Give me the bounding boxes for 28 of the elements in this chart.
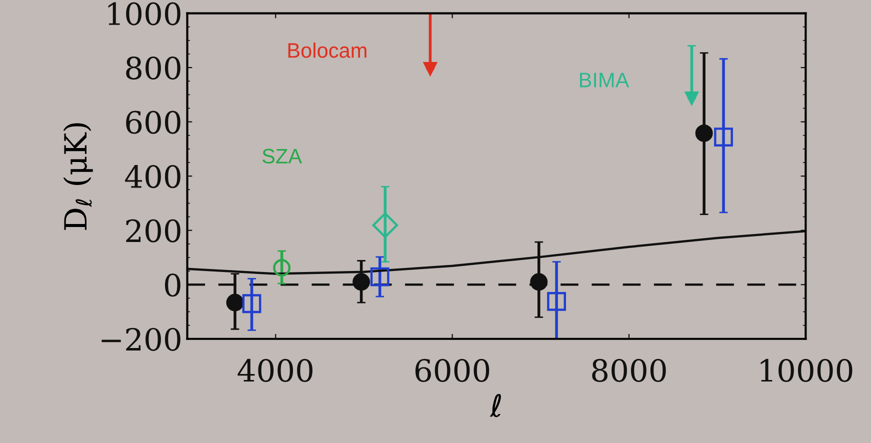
- point: [684, 92, 699, 106]
- y-tick-label: 1000: [108, 2, 180, 26]
- y-axis-title: D$_{ℓ}$ (μK): [63, 123, 93, 230]
- y-tick-label: 0: [164, 274, 180, 297]
- y-tick-label: 600: [126, 110, 180, 134]
- y-tick-label: 400: [125, 165, 180, 188]
- point: [695, 124, 713, 142]
- point: [352, 273, 370, 291]
- point: [530, 273, 548, 291]
- x-tick-label: 8000: [592, 358, 666, 382]
- y-tick-label: −200: [102, 328, 180, 351]
- text: BIMA: [580, 72, 630, 88]
- text: Bolocam: [288, 42, 366, 58]
- y-tick-label: 200: [126, 219, 180, 242]
- point: [372, 212, 398, 238]
- point: [273, 259, 291, 277]
- x-tick-label: 10000: [760, 358, 852, 382]
- y-tick-label: 800: [126, 56, 180, 80]
- point: [714, 128, 733, 146]
- point: [242, 294, 262, 314]
- x-tick-label: 6000: [415, 358, 490, 382]
- point: [547, 292, 566, 311]
- point: [423, 62, 438, 76]
- x-tick-label: 4000: [238, 358, 312, 382]
- text: SZA: [262, 148, 302, 164]
- point: [226, 294, 244, 312]
- point: [370, 267, 390, 286]
- x-axis-title: ℓ: [490, 394, 501, 418]
